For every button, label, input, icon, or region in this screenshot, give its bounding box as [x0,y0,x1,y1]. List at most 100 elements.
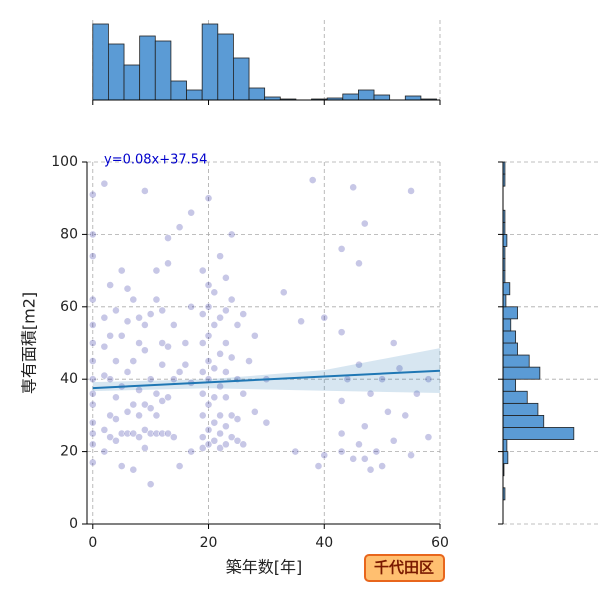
point [198,444,207,452]
point [100,447,109,456]
point [164,234,172,242]
point [175,223,184,232]
top-hist-bar [358,89,375,101]
point [100,179,109,188]
point [140,425,149,434]
point [221,273,230,282]
point [407,187,415,195]
point [187,208,196,217]
point [175,368,184,376]
point [204,281,213,289]
top-hist-bar [217,33,234,101]
point [198,433,207,442]
point [210,320,219,329]
regression-line [92,369,441,390]
point [129,465,138,474]
point [216,382,224,391]
point [210,436,219,445]
point [169,320,178,329]
right-hist-bar [502,282,511,296]
point [117,429,126,438]
right-hist-bar [502,366,541,380]
point [221,440,230,449]
point [88,418,97,427]
y-tick-label: 60 [60,299,78,315]
top-hist-bar [170,80,187,101]
point [164,342,172,351]
point [164,393,172,402]
point [227,353,236,362]
point [181,360,190,369]
point [204,440,213,449]
point [204,194,213,203]
point [152,411,161,420]
point [221,368,230,376]
point [210,288,219,297]
point [88,320,97,329]
point [135,411,143,420]
y-tick-label: 40 [60,371,78,387]
point [106,331,115,340]
point [129,295,138,304]
point [239,389,248,398]
top-hist-bar [108,43,125,101]
point [198,339,207,347]
point [320,451,329,460]
point [360,422,369,431]
point [245,357,253,365]
point [88,357,97,365]
point [216,349,224,358]
point [337,244,346,253]
point [140,346,149,355]
confidence-band [92,348,440,393]
point [366,389,375,398]
point [210,393,219,402]
point [129,357,138,365]
point [262,418,271,427]
point [88,190,97,199]
point [100,342,109,351]
right-hist-bar [502,318,512,332]
right-hist-bar [502,342,518,356]
point [204,400,213,409]
point [152,389,161,398]
point [337,429,346,438]
point [158,306,167,315]
point [117,266,126,275]
point [140,444,149,452]
top-hist-bar [248,87,266,101]
point [146,375,155,384]
badge-box [364,554,445,582]
point [88,440,97,449]
point [140,400,149,409]
point [314,462,323,470]
y-tick-label: 20 [60,444,78,460]
point [123,429,132,438]
point [407,451,415,460]
y-tick-label: 80 [60,226,78,242]
point [123,284,132,293]
top-hist-bar [139,35,156,101]
top-hist-bar [123,64,141,101]
point [297,317,306,326]
point [88,458,97,467]
point [233,436,242,445]
point [424,375,433,384]
right-hist-bar [502,330,517,344]
top-hist-bar [201,23,219,101]
point [88,400,97,409]
point [233,320,242,329]
right-hist-bar [502,451,509,465]
point [216,429,224,438]
point [337,447,346,456]
right-hist-bar [502,390,528,404]
point [227,433,236,442]
point [204,425,213,434]
right-hist-bar [502,233,508,247]
point [117,462,126,470]
point [216,252,224,261]
point [198,310,207,318]
right-hist-bar [502,414,545,428]
point [152,295,161,304]
point [360,454,369,463]
